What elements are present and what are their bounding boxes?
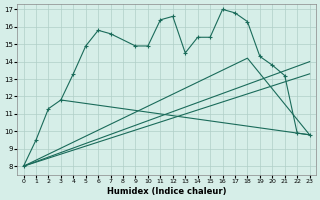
- X-axis label: Humidex (Indice chaleur): Humidex (Indice chaleur): [107, 187, 226, 196]
